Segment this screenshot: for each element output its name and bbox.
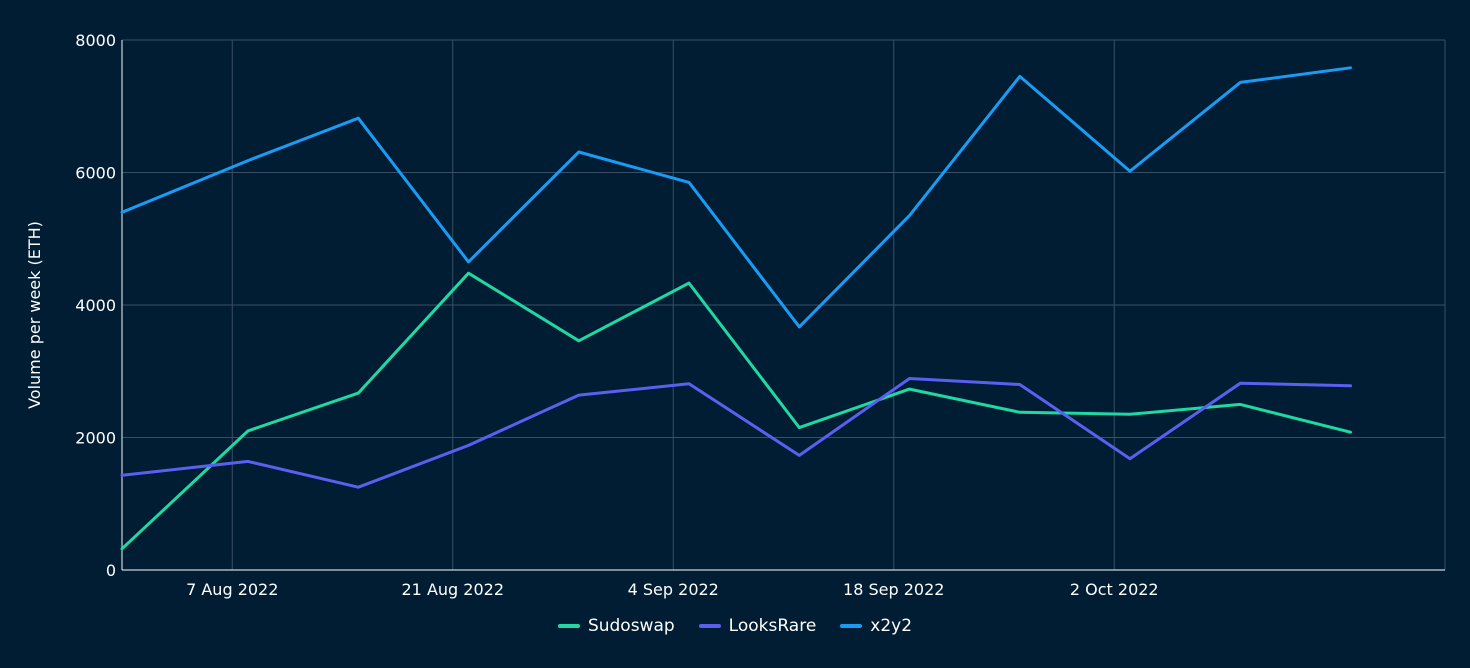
legend-label: LooksRare [728, 616, 817, 636]
y-tick-label: 6000 [75, 164, 116, 183]
y-tick-label: 2000 [75, 429, 116, 448]
x-tick-label: 18 Sep 2022 [843, 580, 944, 599]
x-tick-label: 4 Sep 2022 [628, 580, 719, 599]
axis-layer: 0 2000 4000 6000 8000 7 Aug 2022 21 Aug 2022 4 … [75, 31, 1445, 599]
y-tick-label: 8000 [75, 31, 116, 50]
legend: Sudoswap LooksRare x2y2 [0, 616, 1470, 636]
grid-layer [122, 39, 1446, 570]
series-line-sudoswap [120, 271, 1352, 551]
legend-swatch [557, 624, 580, 628]
x-tick-label: 21 Aug 2022 [402, 580, 505, 599]
legend-item-looksrare[interactable]: LooksRare [698, 616, 817, 636]
legend-swatch [698, 624, 721, 628]
series-layer [120, 66, 1352, 551]
series-line-looksrare [120, 377, 1352, 489]
legend-label: Sudoswap [587, 616, 675, 636]
y-tick-label: 4000 [75, 296, 116, 315]
legend-swatch [840, 624, 863, 628]
legend-item-sudoswap[interactable]: Sudoswap [557, 616, 675, 636]
series-line-x2y2 [120, 66, 1352, 329]
y-tick-label: 0 [106, 561, 116, 580]
y-axis-title: Volume per week (ETH) [25, 221, 44, 409]
x-tick-label: 7 Aug 2022 [186, 580, 278, 599]
legend-label: x2y2 [870, 616, 913, 636]
x-tick-label: 2 Oct 2022 [1070, 580, 1159, 599]
legend-item-x2y2[interactable]: x2y2 [840, 616, 912, 636]
